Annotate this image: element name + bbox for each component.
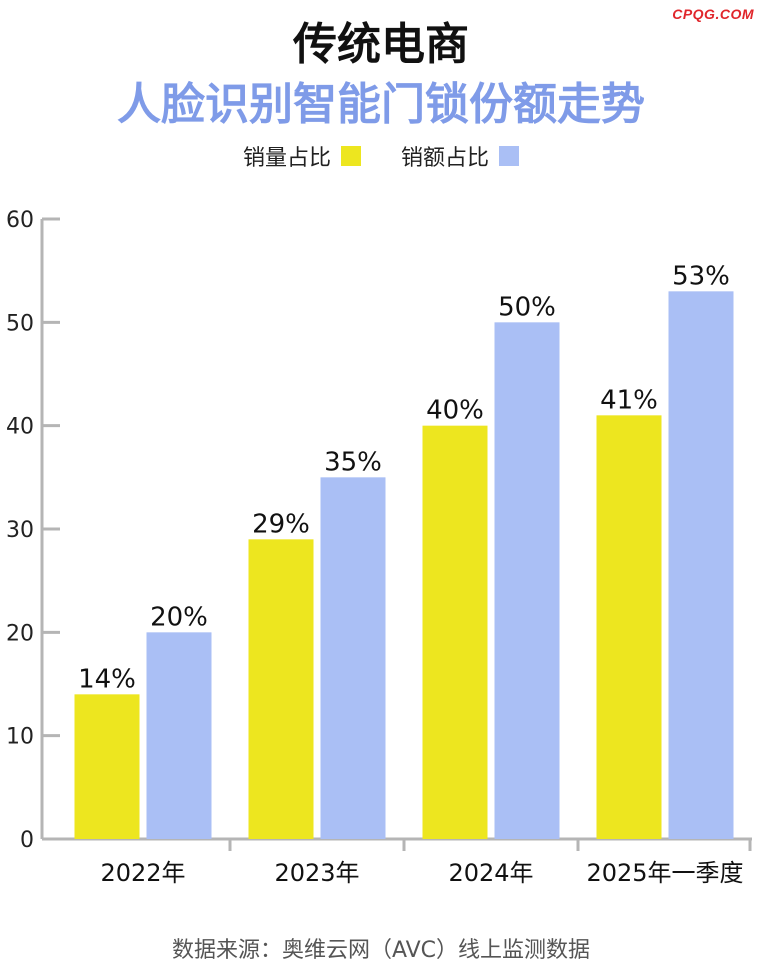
x-category-label: 2025年一季度 bbox=[586, 859, 743, 887]
x-category-label: 2022年 bbox=[100, 859, 185, 887]
legend-swatch-sales-amount bbox=[499, 146, 520, 166]
data-label: 40% bbox=[426, 396, 484, 426]
data-source-note: 数据来源：奥维云网（AVC）线上监测数据 bbox=[171, 938, 591, 963]
bar-sales-amount bbox=[320, 477, 386, 839]
data-label: 20% bbox=[150, 602, 208, 632]
data-label: 50% bbox=[498, 292, 556, 322]
legend-label-sales-volume: 销量占比 bbox=[242, 146, 331, 171]
data-label: 29% bbox=[252, 509, 310, 539]
bar-sales-volume bbox=[248, 539, 314, 839]
x-category-label: 2023年 bbox=[274, 859, 359, 887]
y-tick-label: 10 bbox=[6, 725, 34, 750]
y-tick-label: 0 bbox=[20, 828, 34, 853]
data-label: 35% bbox=[324, 447, 382, 477]
bar-sales-volume bbox=[74, 694, 140, 839]
legend-label-sales-amount: 销额占比 bbox=[401, 146, 490, 171]
legend-item-sales-volume: 销量占比 bbox=[243, 140, 361, 172]
y-tick-label: 40 bbox=[6, 415, 34, 440]
bar-sales-amount bbox=[668, 291, 734, 839]
legend-swatch-sales-volume bbox=[341, 146, 361, 166]
data-label: 41% bbox=[600, 385, 658, 415]
y-tick-label: 60 bbox=[6, 208, 34, 233]
chart-subtitle: 人脸识别智能门锁份额走势 bbox=[117, 79, 645, 130]
y-tick-label: 50 bbox=[6, 311, 34, 336]
y-tick-label: 20 bbox=[6, 621, 34, 646]
legend: 销量占比 销额占比 bbox=[0, 140, 762, 172]
bar-sales-volume bbox=[422, 425, 488, 839]
data-label: 14% bbox=[78, 664, 136, 694]
data-label: 53% bbox=[672, 261, 730, 291]
brand-watermark: CPQG.COM bbox=[672, 6, 754, 22]
legend-item-sales-amount: 销额占比 bbox=[401, 140, 520, 172]
bar-sales-amount bbox=[494, 322, 560, 839]
y-tick-label: 30 bbox=[6, 518, 34, 543]
bar-chart: 0 10 20 30 40 50 60 2022年 14% 20% 2023年 29% 35% 2024年… bbox=[6, 208, 752, 887]
chart-title: 传统电商 bbox=[293, 19, 469, 70]
bar-sales-amount bbox=[146, 632, 212, 839]
x-category-label: 2024年 bbox=[448, 859, 533, 887]
bar-sales-volume bbox=[596, 415, 662, 839]
